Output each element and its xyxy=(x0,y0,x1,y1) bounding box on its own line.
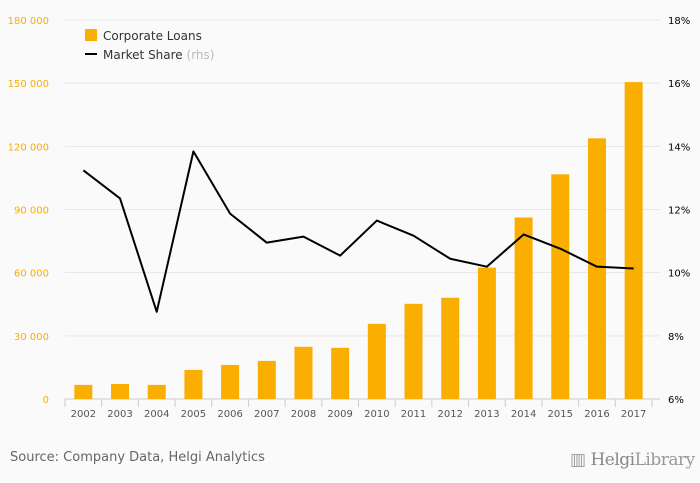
x-tick-label: 2012 xyxy=(437,409,462,420)
bar-2006 xyxy=(221,364,240,399)
left-tick-label: 90 000 xyxy=(14,206,49,217)
x-tick-label: 2017 xyxy=(621,409,646,420)
x-tick-label: 2003 xyxy=(107,409,132,420)
left-tick-label: 30 000 xyxy=(14,332,49,343)
x-tick-label: 2016 xyxy=(584,409,609,420)
legend-label-corporate-loans: Corporate Loans xyxy=(103,29,202,43)
bar-2015 xyxy=(551,174,570,399)
right-tick-label: 8% xyxy=(668,332,684,343)
left-tick-label: 150 000 xyxy=(8,79,49,90)
x-tick-label: 2007 xyxy=(254,409,279,420)
legend-label-market-share: Market Share (rhs) xyxy=(103,48,214,62)
right-tick-label: 18% xyxy=(668,16,690,27)
x-tick-label: 2010 xyxy=(364,409,389,420)
bar-2012 xyxy=(441,297,460,399)
legend-rhs-note: (rhs) xyxy=(187,48,215,62)
x-tick-label: 2004 xyxy=(144,409,169,420)
bar-2011 xyxy=(404,303,423,399)
bar-2005 xyxy=(184,369,203,399)
x-tick-label: 2009 xyxy=(327,409,352,420)
x-tick-label: 2008 xyxy=(291,409,316,420)
bar-2010 xyxy=(367,323,386,399)
right-tick-label: 12% xyxy=(668,206,690,217)
x-tick-label: 2011 xyxy=(401,409,426,420)
right-tick-label: 14% xyxy=(668,142,690,153)
left-tick-label: 180 000 xyxy=(8,16,49,27)
x-tick-label: 2002 xyxy=(71,409,96,420)
bar-2003 xyxy=(111,384,130,399)
bar-2014 xyxy=(514,217,533,399)
right-tick-label: 10% xyxy=(668,269,690,280)
legend-swatch-corporate-loans xyxy=(85,29,97,41)
x-tick-label: 2006 xyxy=(217,409,242,420)
helgi-library-logo: ▥ HelgiLibrary xyxy=(570,450,695,470)
right-tick-label: 6% xyxy=(668,395,684,406)
x-tick-label: 2005 xyxy=(181,409,206,420)
bar-2017 xyxy=(624,82,643,399)
bar-2009 xyxy=(331,347,350,399)
bar-2002 xyxy=(74,384,93,399)
x-tick-label: 2015 xyxy=(548,409,573,420)
right-tick-label: 16% xyxy=(668,79,690,90)
market-share-line xyxy=(82,150,634,313)
bar-2016 xyxy=(587,138,606,400)
x-tick-label: 2013 xyxy=(474,409,499,420)
left-tick-label: 0 xyxy=(43,395,49,406)
left-tick-label: 60 000 xyxy=(14,269,49,280)
bar-2008 xyxy=(294,346,313,399)
bar-2004 xyxy=(147,384,166,399)
bar-2007 xyxy=(257,360,276,399)
source-note: Source: Company Data, Helgi Analytics xyxy=(10,450,265,465)
bar-2013 xyxy=(477,267,496,399)
left-tick-label: 120 000 xyxy=(8,142,49,153)
x-tick-label: 2014 xyxy=(511,409,536,420)
